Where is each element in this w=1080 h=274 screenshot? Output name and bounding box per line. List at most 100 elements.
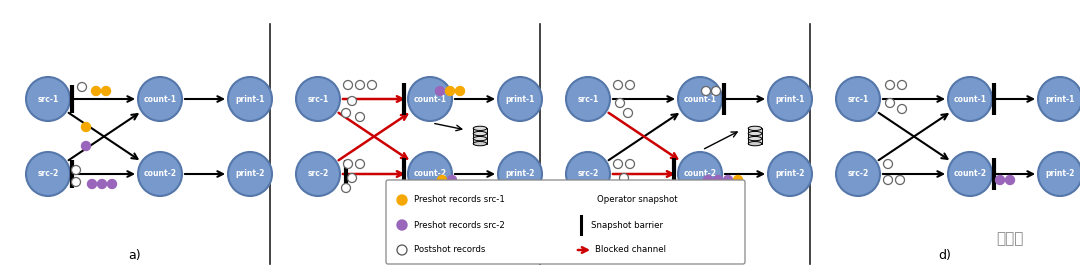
Circle shape [883,159,892,169]
FancyBboxPatch shape [386,180,745,264]
Ellipse shape [473,142,487,146]
Text: Blocked channel: Blocked channel [595,246,666,255]
Text: Snapshot barrier: Snapshot barrier [591,221,663,230]
Circle shape [886,98,894,107]
Circle shape [81,141,91,150]
Circle shape [355,81,365,90]
Text: count-1: count-1 [144,95,176,104]
Circle shape [343,159,352,169]
Circle shape [678,152,723,196]
Circle shape [348,173,356,182]
Circle shape [102,87,110,96]
Circle shape [446,87,455,96]
Circle shape [355,159,365,169]
Circle shape [26,77,70,121]
Text: a): a) [129,250,141,262]
Circle shape [355,113,365,121]
Circle shape [71,165,81,175]
Circle shape [1005,176,1014,184]
Circle shape [714,176,723,184]
Text: src-1: src-1 [38,95,58,104]
Text: count-1: count-1 [684,95,716,104]
Bar [473,128,487,144]
Ellipse shape [748,136,761,141]
Circle shape [996,176,1004,184]
Circle shape [678,77,723,121]
Circle shape [703,176,713,184]
Text: Postshot records: Postshot records [414,246,485,255]
Circle shape [78,82,86,92]
Ellipse shape [576,200,586,204]
Text: count-1: count-1 [414,95,446,104]
Circle shape [343,81,352,90]
Text: 孙金城: 孙金城 [997,232,1024,247]
Text: print-2: print-2 [235,170,265,178]
Ellipse shape [473,126,487,130]
Circle shape [768,77,812,121]
Text: count-2: count-2 [414,170,446,178]
Circle shape [836,152,880,196]
Bar [576,194,586,206]
Circle shape [456,87,464,96]
Text: print-1: print-1 [775,95,805,104]
Circle shape [623,109,633,118]
Circle shape [613,81,622,90]
Circle shape [367,81,377,90]
Circle shape [498,77,542,121]
Text: print-1: print-1 [1045,95,1075,104]
Circle shape [348,96,356,105]
Ellipse shape [473,136,487,141]
Circle shape [883,176,892,184]
Circle shape [948,77,993,121]
Circle shape [895,176,905,184]
Circle shape [437,176,446,184]
Circle shape [341,184,351,193]
Circle shape [724,176,732,184]
Circle shape [625,159,635,169]
Text: count-2: count-2 [144,170,176,178]
Circle shape [566,152,610,196]
Circle shape [566,77,610,121]
Text: count-1: count-1 [954,95,986,104]
Ellipse shape [576,196,586,200]
Ellipse shape [748,132,761,136]
Ellipse shape [576,204,586,207]
Text: c): c) [670,250,680,262]
Circle shape [616,98,624,107]
Circle shape [341,109,351,118]
Circle shape [897,104,906,113]
Circle shape [435,87,445,96]
Circle shape [87,179,96,189]
Circle shape [712,87,720,96]
Text: src-2: src-2 [38,170,58,178]
Text: print-1: print-1 [235,95,265,104]
Circle shape [26,152,70,196]
Circle shape [836,77,880,121]
Circle shape [408,152,453,196]
Circle shape [625,81,635,90]
Circle shape [702,87,711,96]
Circle shape [228,152,272,196]
Text: d): d) [939,250,951,262]
Circle shape [296,77,340,121]
Circle shape [397,245,407,255]
Circle shape [71,178,81,187]
Ellipse shape [473,132,487,136]
Text: src-2: src-2 [578,170,598,178]
Circle shape [948,152,993,196]
Circle shape [613,159,622,169]
Text: src-1: src-1 [578,95,598,104]
Circle shape [498,152,542,196]
Text: b): b) [399,250,411,262]
Text: print-1: print-1 [505,95,535,104]
Circle shape [228,77,272,121]
Circle shape [886,81,894,90]
Text: src-1: src-1 [308,95,328,104]
Circle shape [1038,77,1080,121]
Circle shape [625,184,635,193]
Circle shape [81,122,91,132]
Circle shape [897,81,906,90]
Circle shape [613,184,622,193]
Text: print-2: print-2 [1045,170,1075,178]
Text: count-2: count-2 [684,170,716,178]
